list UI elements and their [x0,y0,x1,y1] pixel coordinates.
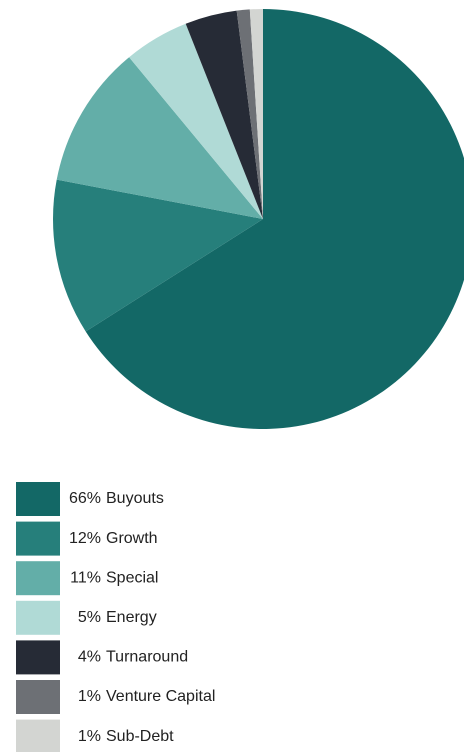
legend-swatch [16,640,60,675]
legend-label: Sub-Debt [106,728,174,745]
pie-slice [236,9,263,220]
legend-label: Buyouts [106,490,164,507]
legend-label: Energy [106,609,157,626]
legend-swatch [16,561,60,596]
pie-slice [53,179,264,332]
legend-label: Turnaround [106,649,188,666]
legend-swatch [16,482,60,516]
pie-slice [185,10,263,219]
pie-slice [129,23,263,220]
legend-value: 11% [70,569,101,586]
legend-label: Special [106,569,158,586]
legend-label: Growth [106,530,158,547]
legend-swatch [16,719,60,752]
legend-value: 66% [69,490,101,507]
legend-value: 5% [78,609,101,626]
legend-label: Venture Capital [106,688,215,705]
legend-swatch [16,680,60,714]
legend-value: 12% [69,530,101,547]
legend-value: 1% [78,688,101,705]
legend-value: 1% [78,728,101,745]
pie-slice [56,57,263,220]
pie-slice [249,9,263,219]
pie-slice [85,9,464,429]
legend-swatch [16,600,60,635]
legend-value: 4% [78,649,101,666]
legend-swatch [16,521,60,556]
